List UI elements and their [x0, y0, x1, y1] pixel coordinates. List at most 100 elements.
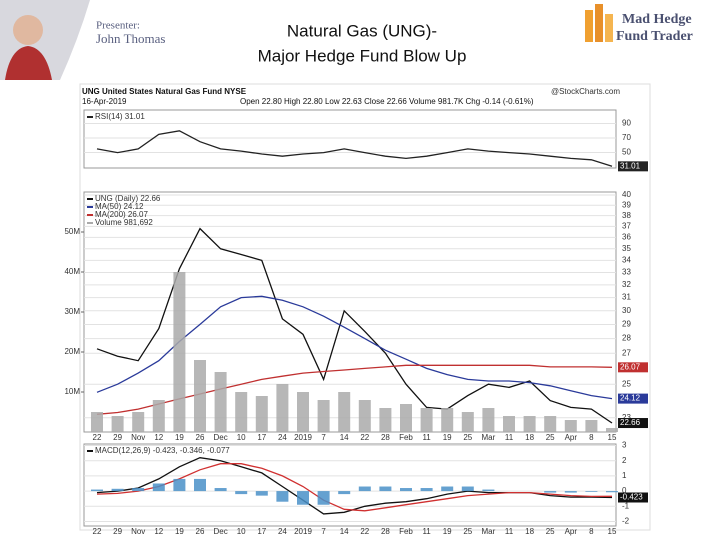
bar: [132, 488, 145, 492]
bar: [441, 408, 454, 432]
bar: [255, 396, 268, 432]
legend-label: UNG (Daily) 22.66: [95, 194, 161, 203]
bar: [91, 489, 103, 492]
x-tick-label: 25: [546, 527, 555, 536]
x-tick-label: Dec: [213, 527, 227, 536]
logo-bar: [605, 14, 613, 42]
legend-label: Volume 981,692: [95, 218, 153, 227]
y2-tick-label: 10M: [64, 387, 80, 396]
y-tick-label: 32: [622, 280, 631, 289]
bar: [91, 412, 103, 432]
x-tick-label: 26: [196, 433, 205, 442]
bar: [585, 420, 598, 432]
x-tick-label: 14: [340, 433, 349, 442]
x-tick-label: 25: [463, 527, 472, 536]
panel: [83, 443, 617, 527]
x-tick-label: Mar: [482, 527, 496, 536]
x-tick-label: 25: [546, 433, 555, 442]
bar: [152, 483, 165, 492]
photo-face: [13, 15, 43, 45]
bar: [194, 360, 206, 432]
x-tick-label: 28: [381, 433, 390, 442]
x-tick-label: 26: [196, 527, 205, 536]
x-tick-label: 22: [360, 527, 369, 536]
x-tick-label: 10: [237, 527, 246, 536]
bar: [379, 486, 392, 492]
bar: [111, 416, 124, 432]
bar: [276, 384, 289, 432]
y-tick-label: -1: [622, 501, 630, 510]
y2-tick-label: 30M: [64, 307, 80, 316]
legend-label: MA(50) 24.12: [95, 202, 144, 211]
bar: [400, 404, 412, 432]
x-tick-label: 28: [381, 527, 390, 536]
panel: [83, 109, 617, 169]
x-tick-label: 24: [278, 433, 287, 442]
x-tick-label: Feb: [399, 527, 413, 536]
bar: [297, 491, 309, 505]
x-tick-label: Nov: [131, 527, 145, 536]
chart-frame: [79, 83, 651, 531]
bar: [564, 420, 577, 432]
bar: [235, 392, 248, 432]
bar: [420, 408, 433, 432]
x-tick-label: Nov: [131, 433, 145, 442]
y-tick-label: 25: [622, 379, 631, 388]
x-tick-label: 17: [257, 433, 266, 442]
y-tick-label: 0: [622, 486, 627, 495]
end-label-box: [618, 362, 648, 373]
bar: [441, 486, 454, 492]
bar: [606, 428, 618, 432]
x-tick-label: Dec: [213, 433, 227, 442]
y-tick-label: 29: [622, 320, 631, 329]
y-tick-label: 40: [622, 190, 631, 199]
x-tick-label: 15: [608, 433, 617, 442]
bar: [317, 400, 330, 432]
chart-source: @StockCharts.com: [551, 87, 620, 96]
logo-text: Mad Hedge: [622, 12, 692, 27]
x-tick-label: 29: [113, 527, 122, 536]
end-label: 22.66: [620, 418, 641, 427]
bar: [420, 488, 433, 492]
x-tick-label: 11: [505, 433, 514, 442]
legend-label: RSI(14) 31.01: [95, 112, 145, 121]
slide-subtitle: Major Hedge Fund Blow Up: [258, 46, 467, 65]
x-tick-label: 2019: [294, 527, 312, 536]
x-tick-label: Mar: [482, 433, 496, 442]
x-tick-label: 22: [360, 433, 369, 442]
x-tick-label: 19: [175, 433, 184, 442]
x-tick-label: Apr: [565, 433, 578, 442]
bar: [503, 416, 515, 432]
end-label: 26.07: [620, 362, 641, 371]
line: [96, 463, 613, 512]
bar: [276, 491, 289, 502]
x-tick-label: 14: [340, 527, 349, 536]
end-label-box: [618, 492, 648, 503]
x-tick-label: 22: [93, 527, 102, 536]
presenter-name: John Thomas: [96, 31, 165, 46]
bar: [111, 488, 124, 492]
chart-date: 16-Apr-2019: [82, 97, 127, 106]
x-tick-label: 8: [589, 433, 594, 442]
bar: [523, 416, 536, 432]
x-tick-label: 22: [93, 433, 102, 442]
bar: [194, 478, 206, 492]
y-tick-label: 31: [622, 293, 631, 302]
y2-tick-label: 40M: [64, 267, 80, 276]
bar: [358, 486, 371, 492]
x-tick-label: Apr: [565, 527, 578, 536]
x-tick-label: 8: [589, 527, 594, 536]
bar: [235, 491, 248, 495]
end-label-box: [618, 393, 648, 404]
end-label: 24.12: [620, 394, 641, 403]
y-tick-label: 90: [622, 119, 631, 128]
bar: [482, 408, 495, 432]
presenter-badge: Presenter: John Thomas: [0, 0, 165, 80]
y-tick-label: 33: [622, 268, 631, 277]
legend-label: MA(200) 26.07: [95, 210, 148, 219]
end-label: -0.423: [620, 493, 643, 502]
line: [96, 130, 613, 167]
x-tick-label: 19: [443, 433, 452, 442]
chart-symbol: UNG United States Natural Gas Fund NYSE: [82, 87, 247, 96]
x-tick-label: 18: [525, 433, 534, 442]
